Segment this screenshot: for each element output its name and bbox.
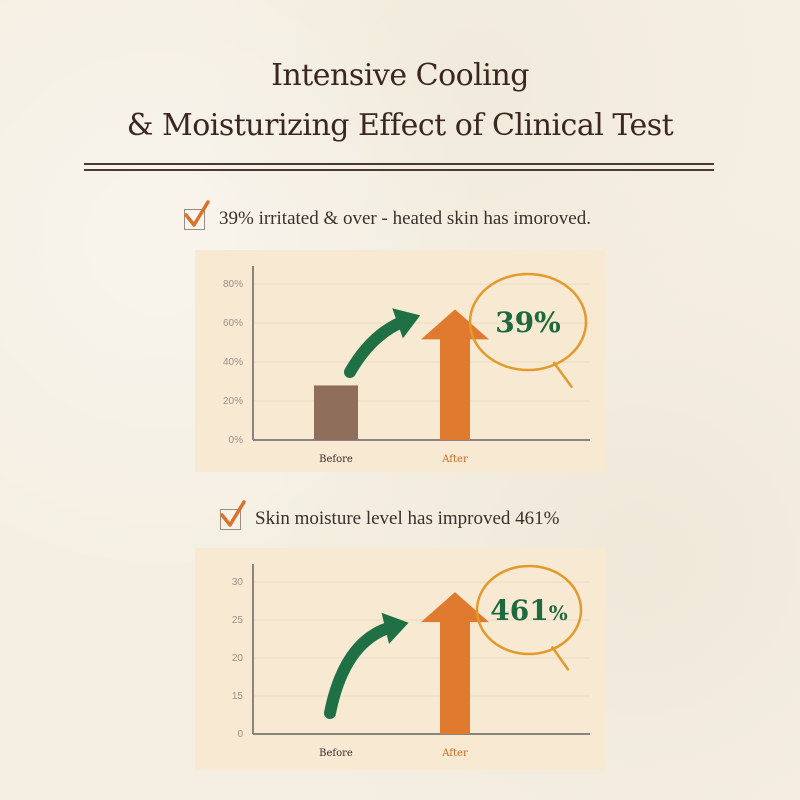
page-title-line-1: Intensive Cooling bbox=[271, 58, 529, 93]
badge-circle-tail bbox=[552, 361, 573, 389]
check-mark-icon bbox=[220, 499, 246, 527]
bar-after-arrow bbox=[421, 592, 489, 734]
chart-panel-moisture: 0 15 20 25 30 Before After 461% bbox=[195, 548, 605, 770]
checkbox-icon bbox=[220, 499, 246, 530]
y-tick-label: 20 bbox=[232, 653, 244, 664]
x-category-label: Before bbox=[319, 454, 353, 465]
claim-text-1: 39% irritated & over - heated skin has i… bbox=[219, 208, 591, 229]
chart-panel-irritation: 0% 20% 40% 60% 80% Before After 39% bbox=[195, 250, 605, 472]
bar-after-arrow bbox=[421, 309, 489, 440]
trend-arrow-shaft bbox=[324, 620, 401, 719]
claim-row-2: Skin moisture level has improved 461% bbox=[220, 499, 560, 530]
bar-before bbox=[314, 385, 358, 440]
percent-badge-unit: % bbox=[549, 601, 568, 625]
trend-arrow-head bbox=[392, 308, 421, 339]
percent-badge-number: 39 bbox=[495, 306, 534, 339]
x-category-label: Before bbox=[319, 748, 353, 759]
y-tick-label: 30 bbox=[232, 577, 244, 588]
trend-arrow-shaft bbox=[344, 314, 413, 378]
trend-arrow-head bbox=[381, 612, 409, 644]
title-divider-bottom bbox=[84, 169, 714, 171]
y-tick-label: 60% bbox=[223, 318, 243, 329]
irritation-chart: 0% 20% 40% 60% 80% Before After 39% bbox=[223, 266, 590, 465]
y-tick-label: 20% bbox=[223, 396, 243, 407]
percent-badge-text: 39% bbox=[495, 306, 561, 339]
y-tick-label: 25 bbox=[232, 615, 244, 626]
badge-circle bbox=[468, 272, 588, 372]
y-tick-label: 0% bbox=[229, 435, 244, 446]
x-category-label: After bbox=[441, 748, 468, 759]
badge-circle bbox=[475, 564, 583, 656]
y-tick-label: 40% bbox=[223, 357, 243, 368]
percent-badge-number: 461 bbox=[490, 594, 548, 627]
x-category-label: After bbox=[441, 454, 468, 465]
y-tick-label: 80% bbox=[223, 279, 243, 290]
percent-badge-text: 461% bbox=[490, 594, 567, 627]
y-tick-label: 0 bbox=[237, 729, 243, 740]
percent-badge-unit: % bbox=[534, 306, 561, 339]
claim-row-1: 39% irritated & over - heated skin has i… bbox=[184, 199, 591, 230]
title-divider-top bbox=[84, 163, 714, 165]
check-mark-icon bbox=[184, 199, 210, 227]
moisture-chart: 0 15 20 25 30 Before After 461% bbox=[232, 564, 590, 759]
claim-text-2: Skin moisture level has improved 461% bbox=[255, 508, 560, 529]
badge-circle-tail bbox=[551, 646, 570, 671]
y-tick-label: 15 bbox=[232, 691, 244, 702]
checkbox-icon bbox=[184, 199, 210, 230]
page-title-line-2: & Moisturizing Effect of Clinical Test bbox=[126, 108, 674, 143]
